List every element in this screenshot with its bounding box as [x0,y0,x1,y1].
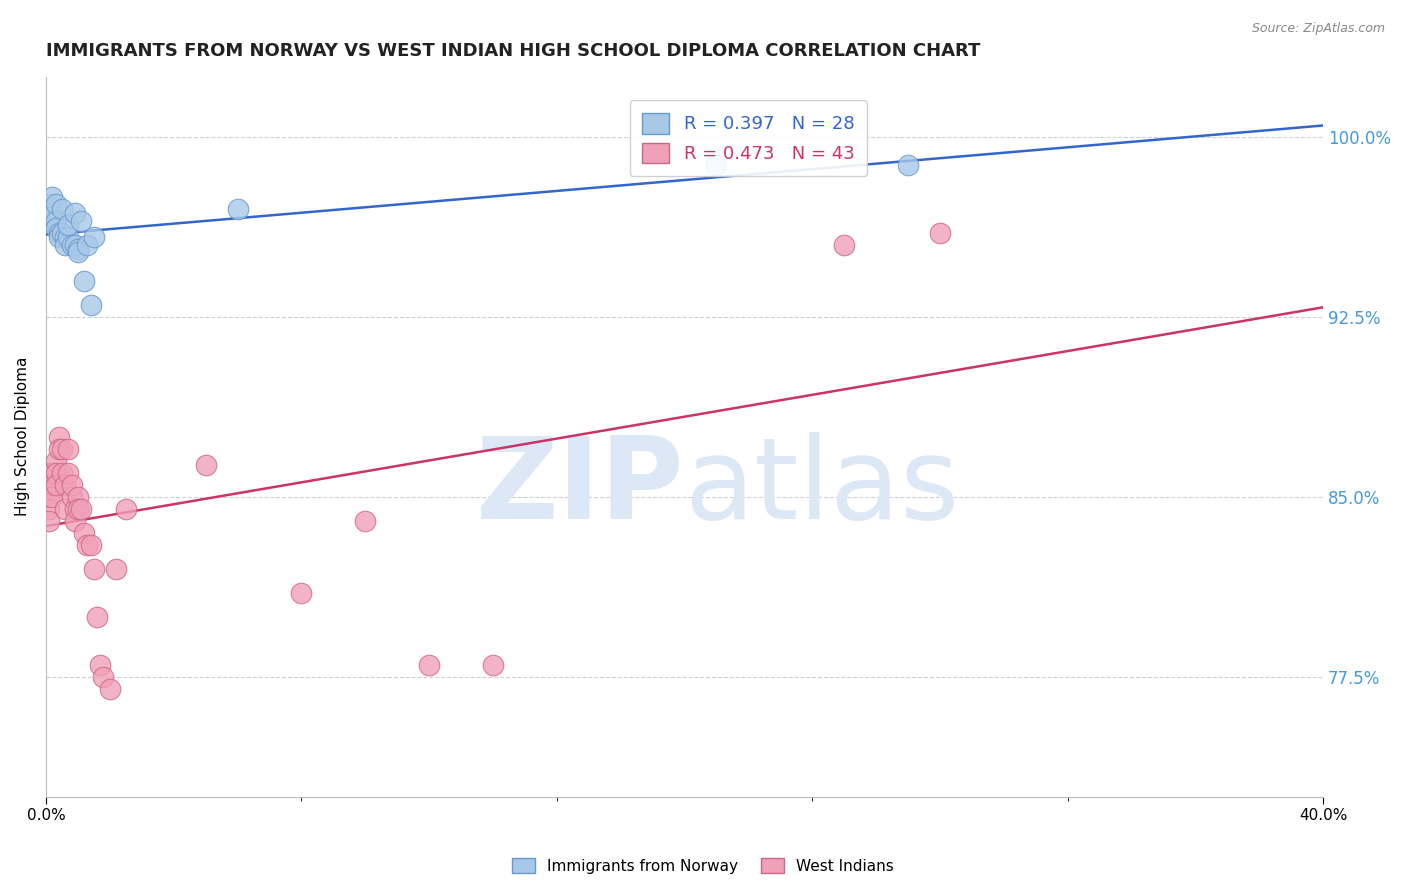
Text: IMMIGRANTS FROM NORWAY VS WEST INDIAN HIGH SCHOOL DIPLOMA CORRELATION CHART: IMMIGRANTS FROM NORWAY VS WEST INDIAN HI… [46,42,980,60]
Point [73,525,96,540]
Point [38,477,60,491]
Point [63,501,86,516]
Point [929,226,952,240]
Point [66,490,89,504]
Legend: Immigrants from Norway, West Indians: Immigrants from Norway, West Indians [506,852,900,880]
Point [354,514,377,528]
Point [41,466,63,480]
Point [418,657,440,672]
Point [897,158,920,172]
Text: atlas: atlas [685,432,960,542]
Point [76,538,98,552]
Y-axis label: High School Diploma: High School Diploma [15,357,30,516]
Point [60,490,83,504]
Point [51,226,73,240]
Point [226,202,249,216]
Point [41,189,63,203]
Point [83,230,105,244]
Point [38,490,60,504]
Point [79,538,101,552]
Point [290,585,312,599]
Point [51,442,73,456]
Point [73,274,96,288]
Point [79,298,101,312]
Point [51,202,73,216]
Point [41,490,63,504]
Point [45,196,67,211]
Point [45,220,67,235]
Point [53,230,76,244]
Point [48,226,70,240]
Point [482,657,505,672]
Point [45,477,67,491]
Legend: R = 0.397   N = 28, R = 0.473   N = 43: R = 0.397 N = 28, R = 0.473 N = 43 [630,100,868,176]
Point [70,213,93,227]
Point [114,501,136,516]
Point [58,230,80,244]
Point [105,561,128,575]
Point [832,237,855,252]
Point [53,237,76,252]
Point [38,501,60,516]
Point [38,466,60,480]
Point [93,670,115,684]
Point [63,514,86,528]
Point [48,429,70,443]
Point [38,213,60,227]
Point [76,237,98,252]
Point [58,442,80,456]
Point [83,561,105,575]
Point [58,219,80,233]
Point [60,477,83,491]
Point [63,206,86,220]
Point [60,237,83,252]
Point [66,501,89,516]
Text: Source: ZipAtlas.com: Source: ZipAtlas.com [1251,22,1385,36]
Point [86,609,108,624]
Text: ZIP: ZIP [477,432,685,542]
Point [45,466,67,480]
Point [58,466,80,480]
Point [45,213,67,227]
Point [41,477,63,491]
Point [98,681,121,696]
Point [45,453,67,467]
Point [70,501,93,516]
Point [51,466,73,480]
Point [89,657,111,672]
Point [38,196,60,211]
Point [53,501,76,516]
Point [66,243,89,257]
Point [53,477,76,491]
Point [194,458,217,473]
Point [38,514,60,528]
Point [706,158,728,172]
Point [41,206,63,220]
Point [48,230,70,244]
Point [66,244,89,259]
Point [48,442,70,456]
Point [63,237,86,252]
